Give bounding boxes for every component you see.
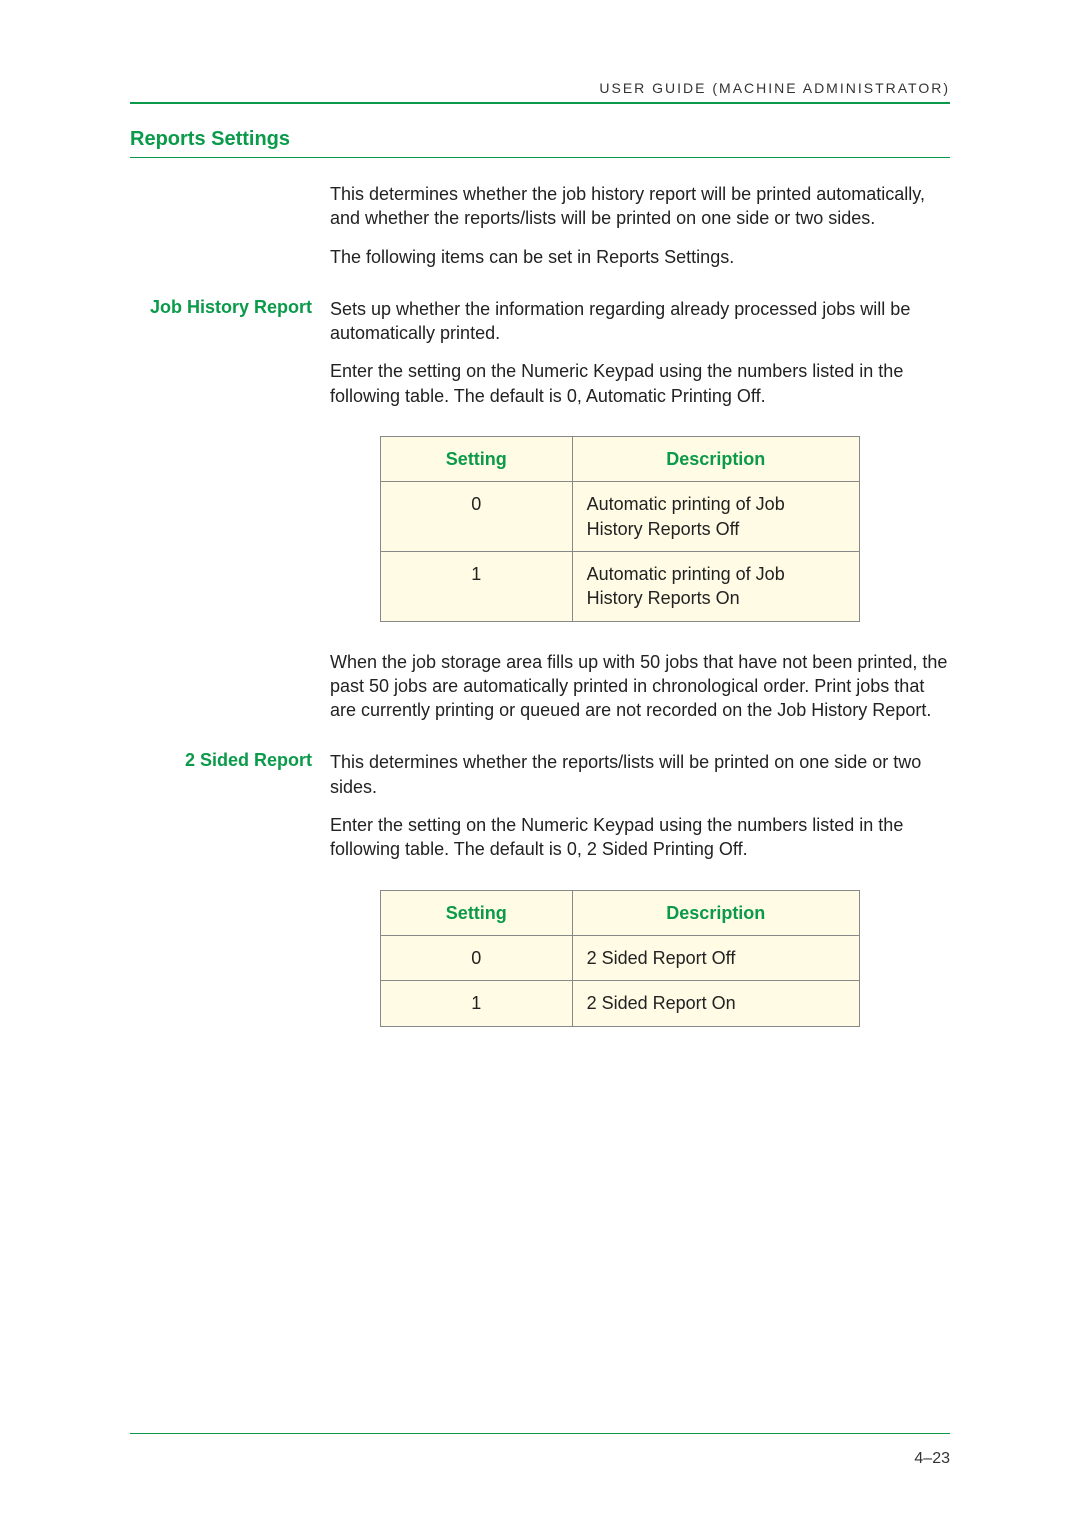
two-sided-body: This determines whether the reports/list…	[330, 750, 950, 1054]
table-row: 0 2 Sided Report Off	[381, 935, 860, 980]
table-row: 0 Automatic printing of Job History Repo…	[381, 482, 860, 552]
two-sided-label: 2 Sided Report	[130, 750, 330, 1054]
job-history-block: Job History Report Sets up whether the i…	[130, 297, 950, 737]
running-head: USER GUIDE (MACHINE ADMINISTRATOR)	[130, 80, 950, 104]
job-history-p3: When the job storage area fills up with …	[330, 650, 950, 723]
two-sided-block: 2 Sided Report This determines whether t…	[130, 750, 950, 1054]
col-description: Description	[572, 890, 859, 935]
job-history-label: Job History Report	[130, 297, 330, 737]
job-history-p2: Enter the setting on the Numeric Keypad …	[330, 359, 950, 408]
cell-setting: 0	[381, 935, 573, 980]
two-sided-table: Setting Description 0 2 Sided Report Off…	[380, 890, 860, 1027]
cell-setting: 1	[381, 551, 573, 621]
col-setting: Setting	[381, 890, 573, 935]
cell-setting: 1	[381, 981, 573, 1026]
job-history-table: Setting Description 0 Automatic printing…	[380, 436, 860, 621]
col-setting: Setting	[381, 437, 573, 482]
job-history-p1: Sets up whether the information regardin…	[330, 297, 950, 346]
two-sided-p2: Enter the setting on the Numeric Keypad …	[330, 813, 950, 862]
two-sided-p1: This determines whether the reports/list…	[330, 750, 950, 799]
cell-description: Automatic printing of Job History Report…	[572, 551, 859, 621]
cell-setting: 0	[381, 482, 573, 552]
footer: 4–23	[130, 1433, 950, 1468]
intro-p2: The following items can be set in Report…	[330, 245, 950, 269]
table-header-row: Setting Description	[381, 890, 860, 935]
cell-description: 2 Sided Report On	[572, 981, 859, 1026]
page: USER GUIDE (MACHINE ADMINISTRATOR) Repor…	[0, 0, 1080, 1055]
cell-description: 2 Sided Report Off	[572, 935, 859, 980]
intro-label	[130, 182, 330, 283]
table-row: 1 Automatic printing of Job History Repo…	[381, 551, 860, 621]
col-description: Description	[572, 437, 859, 482]
table-row: 1 2 Sided Report On	[381, 981, 860, 1026]
intro-p1: This determines whether the job history …	[330, 182, 950, 231]
section-title: Reports Settings	[130, 128, 950, 158]
table-header-row: Setting Description	[381, 437, 860, 482]
intro-block: This determines whether the job history …	[130, 182, 950, 283]
cell-description: Automatic printing of Job History Report…	[572, 482, 859, 552]
page-number: 4–23	[914, 1450, 950, 1467]
job-history-body: Sets up whether the information regardin…	[330, 297, 950, 737]
intro-body: This determines whether the job history …	[330, 182, 950, 283]
